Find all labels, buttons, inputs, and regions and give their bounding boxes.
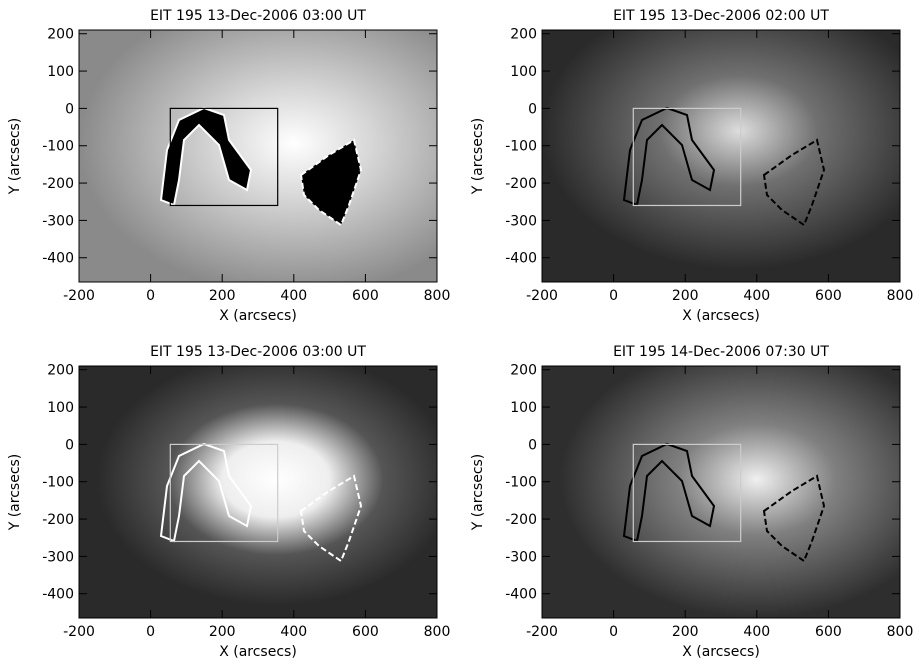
y-tick-label: -200 bbox=[505, 512, 537, 528]
y-tick-label: 100 bbox=[510, 64, 537, 80]
panel-title: EIT 195 13-Dec-2006 02:00 UT bbox=[613, 8, 829, 24]
y-axis-label: Y (arcsecs) bbox=[470, 118, 486, 196]
x-tick-label: -200 bbox=[526, 288, 558, 304]
y-axis-label: Y (arcsecs) bbox=[470, 454, 486, 532]
y-tick-label: 100 bbox=[47, 64, 74, 80]
x-tick-label: -200 bbox=[63, 624, 95, 640]
y-tick-label: -300 bbox=[505, 549, 537, 565]
y-tick-label: -100 bbox=[42, 139, 74, 155]
panel-title: EIT 195 13-Dec-2006 03:00 UT bbox=[150, 8, 366, 24]
x-tick-label: 400 bbox=[280, 288, 307, 304]
y-tick-label: 200 bbox=[510, 27, 537, 43]
y-tick-label: 100 bbox=[47, 400, 74, 416]
y-tick-label: -300 bbox=[505, 213, 537, 229]
x-tick-label: 0 bbox=[146, 288, 155, 304]
panel-image bbox=[542, 30, 900, 282]
panel-image bbox=[79, 366, 437, 618]
y-tick-label: 0 bbox=[65, 437, 74, 453]
y-tick-label: -100 bbox=[42, 475, 74, 491]
x-tick-label: 400 bbox=[743, 624, 770, 640]
x-tick-label: 200 bbox=[209, 288, 236, 304]
x-tick-label: 200 bbox=[672, 288, 699, 304]
y-tick-label: -300 bbox=[42, 213, 74, 229]
x-tick-label: -200 bbox=[526, 624, 558, 640]
x-tick-label: 200 bbox=[672, 624, 699, 640]
x-axis-label: X (arcsecs) bbox=[219, 308, 297, 324]
x-tick-label: 800 bbox=[887, 624, 914, 640]
y-tick-label: 200 bbox=[47, 363, 74, 379]
y-tick-label: -400 bbox=[505, 587, 537, 603]
x-axis-label: X (arcsecs) bbox=[682, 308, 760, 324]
y-tick-label: 100 bbox=[510, 400, 537, 416]
x-tick-label: -200 bbox=[63, 288, 95, 304]
y-axis-label: Y (arcsecs) bbox=[7, 454, 23, 532]
y-tick-label: 200 bbox=[47, 27, 74, 43]
panel-image bbox=[542, 366, 900, 618]
y-tick-label: -400 bbox=[42, 251, 74, 267]
panel-title: EIT 195 14-Dec-2006 07:30 UT bbox=[613, 344, 829, 360]
x-tick-label: 400 bbox=[280, 624, 307, 640]
x-tick-label: 800 bbox=[887, 288, 914, 304]
y-tick-label: -200 bbox=[505, 176, 537, 192]
panel-title: EIT 195 13-Dec-2006 03:00 UT bbox=[150, 344, 366, 360]
x-axis-label: X (arcsecs) bbox=[682, 644, 760, 660]
y-tick-label: 0 bbox=[528, 437, 537, 453]
y-tick-label: -100 bbox=[505, 139, 537, 155]
y-tick-label: -300 bbox=[42, 549, 74, 565]
x-tick-label: 0 bbox=[609, 288, 618, 304]
x-tick-label: 600 bbox=[352, 288, 379, 304]
x-tick-label: 600 bbox=[815, 624, 842, 640]
x-tick-label: 600 bbox=[815, 288, 842, 304]
y-tick-label: -400 bbox=[42, 587, 74, 603]
panel-image bbox=[79, 30, 437, 282]
y-axis-label: Y (arcsecs) bbox=[7, 118, 23, 196]
x-tick-label: 0 bbox=[609, 624, 618, 640]
y-tick-label: -400 bbox=[505, 251, 537, 267]
y-tick-label: 0 bbox=[65, 101, 74, 117]
x-tick-label: 0 bbox=[146, 624, 155, 640]
x-axis-label: X (arcsecs) bbox=[219, 644, 297, 660]
x-tick-label: 200 bbox=[209, 624, 236, 640]
y-tick-label: 0 bbox=[528, 101, 537, 117]
y-tick-label: 200 bbox=[510, 363, 537, 379]
y-tick-label: -200 bbox=[42, 176, 74, 192]
y-tick-label: -100 bbox=[505, 475, 537, 491]
y-tick-label: -200 bbox=[42, 512, 74, 528]
x-tick-label: 800 bbox=[424, 288, 451, 304]
figure: EIT 195 13-Dec-2006 03:00 UT X (arcsecs) Y… bbox=[0, 0, 923, 664]
x-tick-label: 800 bbox=[424, 624, 451, 640]
x-tick-label: 600 bbox=[352, 624, 379, 640]
x-tick-label: 400 bbox=[743, 288, 770, 304]
